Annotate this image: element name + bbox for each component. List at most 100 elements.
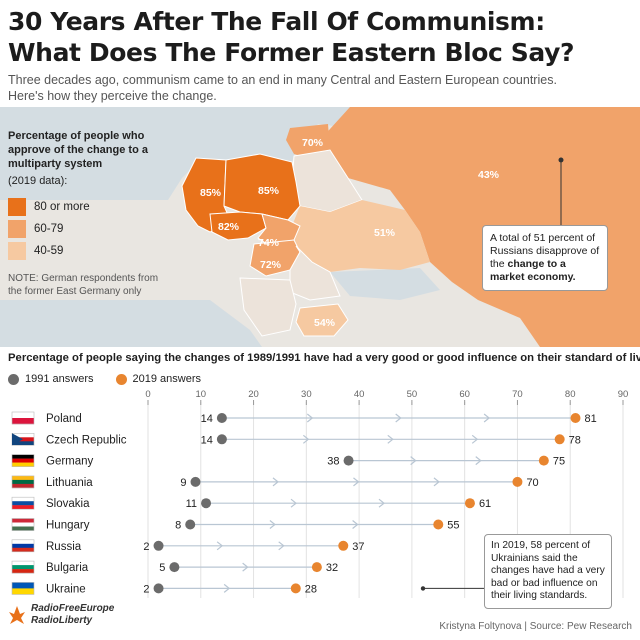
flag-hungary-stripe-2 bbox=[12, 526, 34, 531]
label-ukraine: 51% bbox=[374, 227, 396, 239]
legend-row-high: 80 or more bbox=[8, 198, 90, 216]
legend-label-high: 80 or more bbox=[34, 201, 90, 213]
chevron-lithuania-2 bbox=[353, 477, 360, 487]
ukraine-callout-pointer-dot bbox=[420, 586, 426, 591]
chevron-czech-republic-2 bbox=[387, 434, 394, 444]
value-2019-hungary: 55 bbox=[447, 520, 459, 532]
value-2019-poland: 81 bbox=[585, 413, 597, 425]
sea-north bbox=[0, 107, 360, 200]
label-russia: 43% bbox=[478, 169, 500, 181]
chevron-poland-3 bbox=[483, 413, 491, 423]
label-germany: 85% bbox=[200, 187, 222, 199]
russia-callout-bold: change to a market economy. bbox=[490, 258, 576, 283]
chevron-lithuania-3 bbox=[433, 477, 440, 487]
russia-callout-text: A total of 51 percent of Russians disapp… bbox=[490, 232, 600, 270]
legend-2019: 2019 answers bbox=[115, 373, 202, 385]
logo-text: RadioFreeEurope RadioLiberty bbox=[31, 603, 114, 627]
legend-label-2019: 2019 answers bbox=[132, 373, 202, 385]
tick-label-70: 70 bbox=[512, 389, 523, 400]
flag-ukraine-stripe-0 bbox=[12, 582, 34, 589]
flag-lithuania-stripe-1 bbox=[12, 479, 34, 485]
legend-1991: 1991 answers bbox=[8, 373, 94, 385]
label-bulgaria: 54% bbox=[314, 317, 336, 329]
dot-2019-russia bbox=[338, 540, 349, 551]
value-2019-slovakia: 61 bbox=[479, 498, 491, 510]
tick-label-50: 50 bbox=[407, 389, 418, 400]
chevron-lithuania-1 bbox=[272, 477, 279, 487]
sea-mediterranean bbox=[0, 300, 262, 347]
chart-title: Percentage of people saying the changes … bbox=[8, 352, 640, 364]
dot-2019-ukraine bbox=[290, 583, 301, 594]
map-czech bbox=[209, 211, 267, 241]
legend-dot-2019 bbox=[115, 373, 127, 385]
flag-hungary-stripe-0 bbox=[12, 518, 34, 523]
map-balkans bbox=[239, 277, 297, 337]
chevron-czech-republic-3 bbox=[471, 434, 479, 444]
flag-bulgaria-stripe-0 bbox=[12, 561, 34, 566]
value-2019-ukraine: 28 bbox=[305, 583, 317, 595]
map-legend-title: Percentage of people who approve of the … bbox=[8, 130, 148, 170]
value-1991-germany: 38 bbox=[327, 456, 339, 468]
flag-lithuania-stripe-2 bbox=[12, 483, 34, 489]
value-2019-russia: 37 bbox=[352, 541, 364, 553]
legend-swatch-mid bbox=[8, 220, 26, 238]
value-2019-lithuania: 70 bbox=[526, 477, 538, 489]
flag-russia-stripe-1 bbox=[12, 543, 34, 548]
legend-row-low: 40-59 bbox=[8, 242, 63, 260]
tick-label-80: 80 bbox=[565, 389, 576, 400]
logo-line-2: RadioLiberty bbox=[31, 615, 93, 626]
dot-1991-slovakia bbox=[201, 498, 212, 509]
chevron-hungary-2 bbox=[352, 520, 359, 529]
rferl-logo: RadioFreeEurope RadioLiberty bbox=[8, 603, 114, 627]
tick-label-90: 90 bbox=[618, 389, 629, 400]
chevron-hungary-1 bbox=[269, 520, 276, 529]
value-1991-czech-republic: 14 bbox=[201, 434, 213, 446]
flag-germany-stripe-0 bbox=[12, 454, 34, 459]
flag-bulgaria-stripe-2 bbox=[12, 569, 34, 574]
tick-label-10: 10 bbox=[195, 389, 206, 400]
flag-hungary-border bbox=[11, 518, 35, 531]
legend-swatch-high bbox=[8, 198, 26, 216]
legend-swatch-low bbox=[8, 242, 26, 260]
value-1991-russia: 2 bbox=[143, 541, 149, 553]
tick-label-40: 40 bbox=[354, 389, 365, 400]
map-lithuania bbox=[286, 124, 330, 160]
flag-slovakia-border bbox=[11, 496, 35, 510]
flag-germany-stripe-1 bbox=[12, 458, 34, 463]
dot-1991-germany bbox=[343, 455, 354, 466]
country-label-poland: Poland bbox=[46, 413, 82, 425]
tick-label-30: 30 bbox=[301, 389, 312, 400]
title-line-1: 30 Years After The Fall Of Communism: bbox=[8, 7, 545, 36]
chevron-poland-1 bbox=[306, 413, 314, 423]
legend-label-mid: 60-79 bbox=[34, 223, 64, 235]
legend-label-low: 40-59 bbox=[34, 245, 64, 257]
map-value-labels: 70% 43% 85% 85% 82% 51% 74% 72% 54% bbox=[200, 137, 500, 329]
dot-2019-hungary bbox=[433, 519, 444, 530]
page-title: 30 Years After The Fall Of Communism: Wh… bbox=[8, 6, 632, 68]
flag-slovakia-stripe-2 bbox=[12, 505, 34, 510]
map-note: NOTE: German respondents from the former… bbox=[8, 273, 159, 297]
flame-icon bbox=[9, 606, 25, 624]
country-label-lithuania: Lithuania bbox=[46, 477, 93, 489]
tick-label-60: 60 bbox=[459, 389, 470, 400]
flag-slovakia-stripe-0 bbox=[12, 497, 34, 502]
chevron-slovakia-1 bbox=[290, 498, 297, 508]
dot-1991-poland bbox=[216, 413, 227, 423]
legend-row-mid: 60-79 bbox=[8, 220, 63, 238]
flag-germany-stripe-2 bbox=[12, 462, 34, 467]
flag-ukraine-border bbox=[11, 582, 35, 595]
chevron-czech-republic-1 bbox=[302, 434, 310, 444]
country-label-ukraine: Ukraine bbox=[46, 583, 86, 595]
flag-poland-stripe-0 bbox=[12, 412, 34, 419]
dot-2019-bulgaria bbox=[311, 562, 322, 573]
tick-label-0: 0 bbox=[145, 389, 150, 400]
flag-bulgaria-border bbox=[11, 560, 35, 574]
chevron-germany-2 bbox=[475, 456, 482, 466]
chevron-germany-1 bbox=[410, 456, 417, 466]
label-poland: 85% bbox=[258, 185, 280, 197]
sea-black bbox=[330, 268, 440, 300]
flag-poland-stripe-1 bbox=[12, 418, 34, 425]
label-hungary: 72% bbox=[260, 259, 282, 271]
map-poland bbox=[223, 153, 301, 221]
dot-1991-ukraine bbox=[153, 583, 164, 594]
